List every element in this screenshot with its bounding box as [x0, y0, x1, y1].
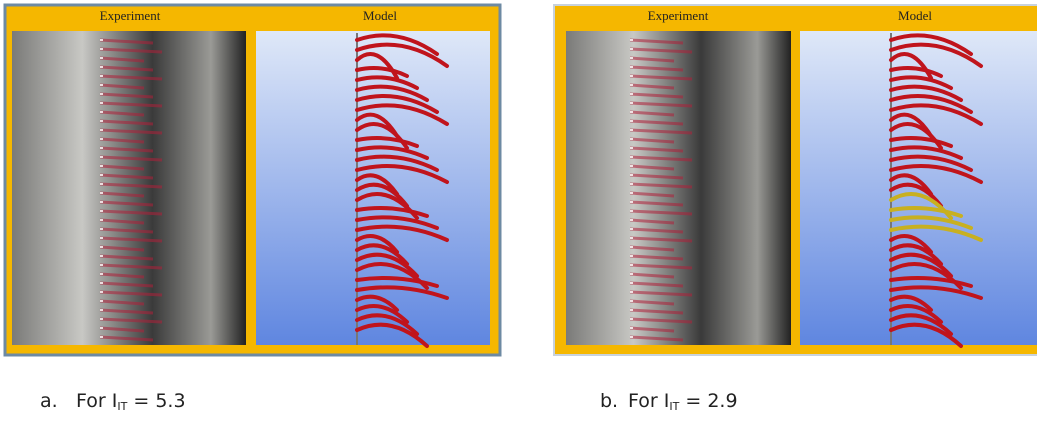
caption-label: b.: [600, 390, 628, 412]
caption-a: a.For IIT = 5.3: [40, 390, 186, 413]
panel-b: Experiment Model: [554, 5, 1037, 355]
caption-value: = 2.9: [685, 390, 737, 412]
experiment-title: Experiment: [100, 8, 161, 23]
model-title: Model: [898, 8, 932, 23]
figure: Experiment Model Experiment Model: [0, 0, 1037, 431]
caption-prefix: For I: [628, 390, 669, 412]
figure-page: Experiment Model Experiment Model a.For …: [0, 0, 1037, 431]
model-title: Model: [363, 8, 397, 23]
panel-a: Experiment Model: [5, 5, 500, 355]
caption-subscript: IT: [669, 400, 679, 413]
caption-subscript: IT: [117, 400, 127, 413]
caption-label: a.: [40, 390, 76, 412]
caption-b: b.For IIT = 2.9: [600, 390, 738, 413]
caption-prefix: For I: [76, 390, 117, 412]
caption-value: = 5.3: [133, 390, 185, 412]
experiment-title: Experiment: [648, 8, 709, 23]
